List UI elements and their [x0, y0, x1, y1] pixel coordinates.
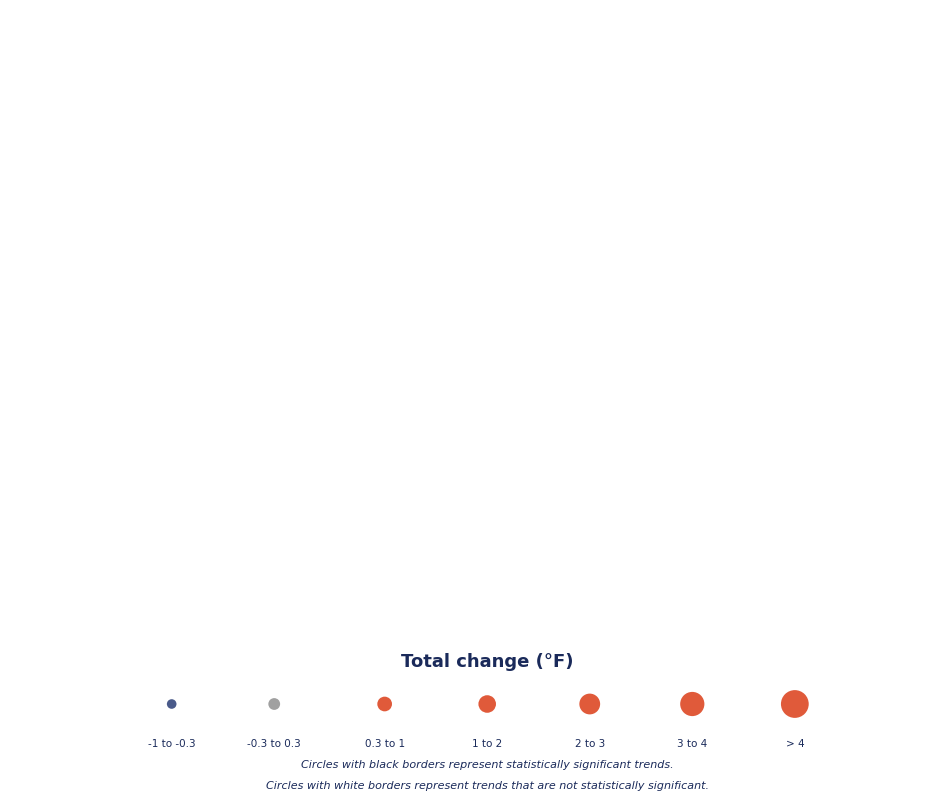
Point	[787, 698, 802, 710]
Text: Circles with white borders represent trends that are not statistically significa: Circles with white borders represent tre…	[265, 782, 708, 791]
Point	[582, 698, 597, 710]
Text: Total change (°F): Total change (°F)	[400, 654, 573, 671]
Text: 2 to 3: 2 to 3	[574, 738, 604, 749]
Text: Circles with black borders represent statistically significant trends.: Circles with black borders represent sta…	[300, 760, 673, 770]
Point	[267, 698, 282, 710]
Text: -0.3 to 0.3: -0.3 to 0.3	[248, 738, 300, 749]
Text: > 4: > 4	[784, 738, 804, 749]
Point	[684, 698, 699, 710]
Point	[377, 698, 392, 710]
Text: 0.3 to 1: 0.3 to 1	[364, 738, 404, 749]
Text: 1 to 2: 1 to 2	[472, 738, 502, 749]
Text: -1 to -0.3: -1 to -0.3	[147, 738, 196, 749]
Point	[164, 698, 179, 710]
Text: 3 to 4: 3 to 4	[677, 738, 706, 749]
Point	[479, 698, 494, 710]
